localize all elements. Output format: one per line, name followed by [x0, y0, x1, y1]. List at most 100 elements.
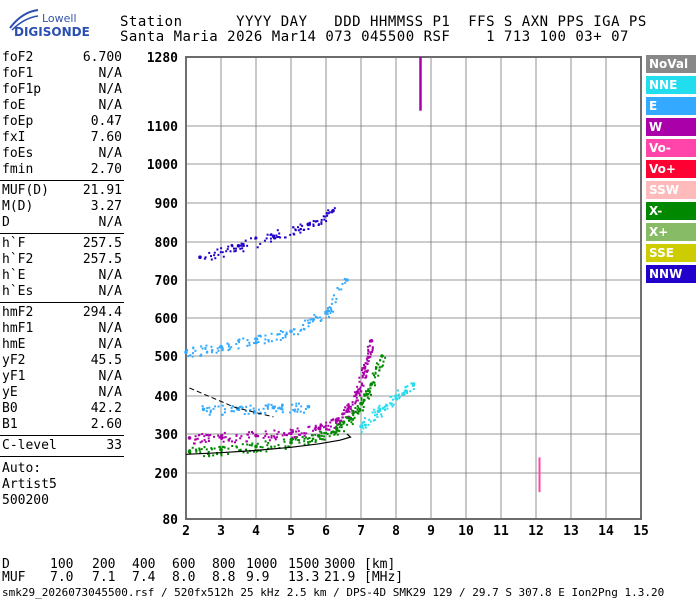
echo-point [363, 423, 366, 426]
legend-item-x-: X+ [646, 223, 696, 241]
echo-point [255, 237, 258, 240]
echo-point [281, 337, 284, 339]
param-row-fof1: foF1 N/A [2, 66, 122, 82]
echo-point [352, 418, 355, 421]
param-name: yE [2, 385, 18, 400]
param-name: yF2 [2, 353, 26, 368]
param-row-ye: yE N/A [2, 385, 122, 401]
echo-point [239, 437, 242, 440]
echo-point [266, 406, 269, 408]
param-name: foEs [2, 146, 34, 161]
echo-point [330, 431, 333, 433]
echo-point [264, 334, 267, 337]
echo-point [320, 431, 323, 434]
y-tick-label: 1280 [147, 51, 178, 66]
distance-value: 600 [172, 557, 196, 572]
echo-point [320, 434, 323, 437]
echo-point [326, 310, 329, 313]
echo-point [312, 437, 315, 440]
echo-point [304, 408, 307, 410]
echo-point [367, 360, 370, 363]
series-point [359, 424, 363, 429]
echo-point [338, 426, 341, 429]
echo-point [374, 384, 376, 387]
echo-point [340, 288, 343, 291]
auto-label: Auto: [2, 461, 42, 476]
echo-point [199, 441, 202, 444]
series-point [324, 310, 328, 315]
echo-point [270, 403, 273, 406]
echo-point [220, 247, 223, 250]
echo-point [369, 353, 372, 356]
param-value: 257.5 [82, 236, 122, 251]
echo-point [245, 405, 248, 408]
echo-point [330, 302, 333, 305]
legend-item-x-: X- [646, 202, 696, 220]
param-value: N/A [98, 66, 122, 81]
param-row-c-level: C-level 33 [2, 438, 122, 454]
echo-point [342, 422, 345, 425]
param-row-b0: B0 42.2 [2, 401, 122, 417]
echo-point [316, 220, 319, 223]
echo-point [366, 359, 369, 362]
series-point [219, 435, 223, 439]
echo-point [368, 390, 371, 393]
echo-point [252, 407, 255, 410]
echo-point [301, 224, 304, 227]
echo-point [361, 382, 363, 385]
x-tick-label: 7 [357, 524, 365, 539]
echo-point [311, 318, 314, 321]
x-tick-label: 4 [252, 524, 260, 539]
echo-point [235, 434, 238, 437]
echo-point [187, 355, 190, 358]
distance-value: 100 [50, 557, 74, 572]
echo-point [276, 433, 279, 436]
echo-point [292, 333, 295, 336]
echo-point [401, 393, 404, 396]
echo-point [343, 409, 345, 412]
echo-point [281, 411, 284, 414]
echo-point [230, 410, 233, 413]
echo-point [254, 448, 257, 451]
echo-point [235, 247, 237, 250]
echo-point [358, 380, 361, 383]
echo-point [365, 374, 368, 377]
echo-point [246, 451, 249, 454]
echo-point [217, 253, 220, 256]
echo-point [242, 243, 245, 246]
echo-point [406, 392, 408, 394]
echo-point [281, 408, 284, 411]
echo-point [273, 237, 275, 240]
echo-point [279, 236, 282, 239]
param-value: N/A [98, 321, 122, 336]
echo-point [312, 225, 315, 227]
echo-point [359, 409, 362, 411]
echo-point [328, 435, 331, 438]
echo-point [390, 403, 393, 406]
echo-point [308, 221, 311, 224]
echo-point [369, 355, 372, 358]
echo-point [333, 294, 335, 297]
y-tick-label: 700 [155, 274, 179, 289]
echo-point [216, 248, 219, 251]
echo-point [325, 431, 328, 434]
echo-point [340, 419, 343, 422]
echo-point [375, 366, 377, 369]
echo-point [269, 237, 272, 240]
echo-point [374, 411, 377, 414]
echo-point [295, 402, 298, 405]
x-tick-label: 10 [458, 524, 474, 539]
echo-point [228, 348, 231, 351]
echo-point [203, 455, 206, 458]
param-name: foEp [2, 114, 34, 129]
echo-point [295, 430, 298, 433]
echo-point [246, 433, 249, 436]
series-point [359, 401, 363, 406]
echo-point [328, 428, 331, 431]
echo-point [294, 229, 297, 232]
echo-point [297, 229, 300, 232]
echo-point [327, 424, 330, 427]
echo-point [270, 436, 273, 439]
echo-point [383, 405, 386, 408]
echo-point [361, 376, 364, 379]
